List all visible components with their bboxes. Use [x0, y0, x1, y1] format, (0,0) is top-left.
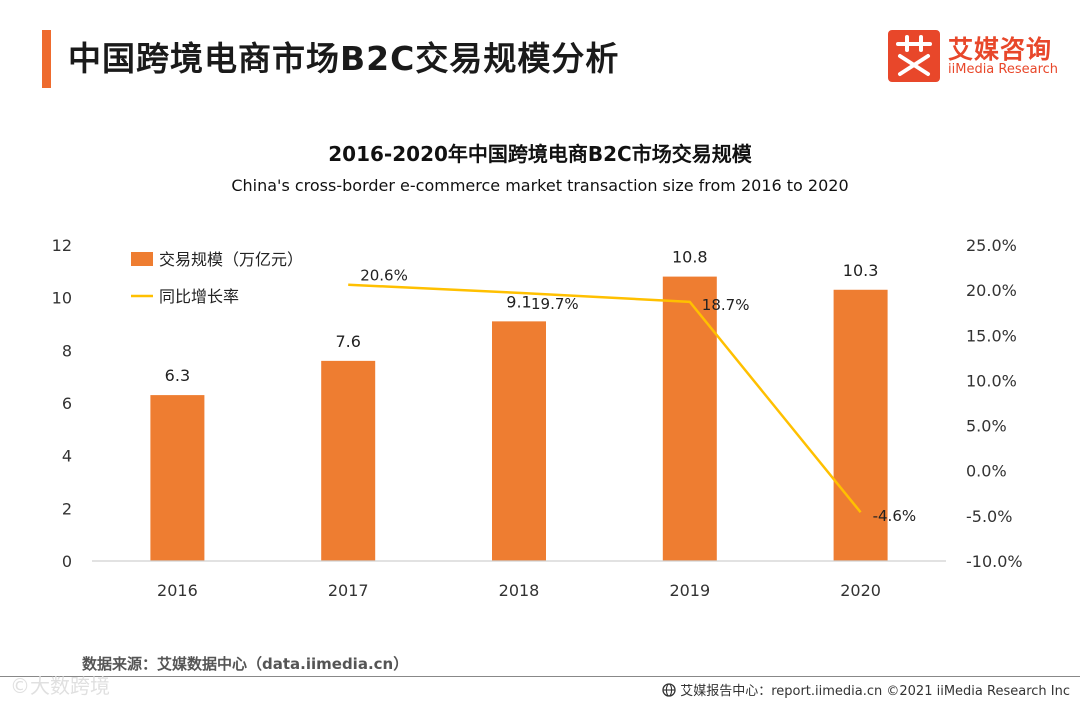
footer: 艾媒报告中心：report.iimedia.cn ©2021 iiMedia R…	[662, 680, 1070, 701]
bar	[492, 321, 546, 561]
bar	[150, 395, 205, 561]
line-data-label: 19.7%	[531, 295, 579, 313]
x-tick-label: 2019	[669, 581, 710, 600]
footer-text: 艾媒报告中心：report.iimedia.cn ©2021 iiMedia R…	[680, 684, 1070, 699]
y-left-tick-label: 0	[62, 552, 72, 571]
bar-data-label: 7.6	[335, 332, 360, 351]
y-left-tick-label: 10	[52, 289, 72, 308]
bar	[833, 289, 888, 561]
y-right-tick-label: 15.0%	[966, 326, 1017, 345]
bar-data-label: 10.8	[672, 248, 708, 267]
bar-data-label: 9.1	[506, 292, 531, 311]
bar-data-label: 6.3	[165, 366, 190, 385]
bar	[662, 276, 717, 561]
legend-swatch-bar	[131, 252, 153, 266]
globe-icon	[662, 682, 676, 701]
bar-data-label: 10.3	[843, 261, 879, 280]
x-tick-label: 2017	[328, 581, 369, 600]
footer-divider	[0, 676, 1080, 677]
y-right-tick-label: 10.0%	[966, 371, 1017, 390]
logo-text-en: iiMedia Research	[948, 62, 1059, 77]
logo-mark-icon	[888, 30, 940, 82]
y-left-tick-label: 8	[62, 341, 72, 360]
iimedia-logo: 艾媒咨询 iiMedia Research	[888, 30, 1068, 82]
legend-label-line: 同比增长率	[159, 287, 239, 306]
y-left-tick-label: 12	[52, 236, 72, 255]
line-data-label: 18.7%	[702, 296, 750, 314]
title-accent-bar	[42, 30, 51, 88]
y-left-tick-label: 6	[62, 394, 72, 413]
page-title: 中国跨境电商市场B2C交易规模分析	[68, 39, 620, 78]
y-left-tick-label: 2	[62, 499, 72, 518]
logo-text-cn: 艾媒咨询	[948, 35, 1053, 64]
y-right-tick-label: 20.0%	[966, 281, 1017, 300]
x-tick-label: 2018	[499, 581, 540, 600]
y-right-tick-label: 5.0%	[966, 417, 1007, 436]
legend-label-bar: 交易规模（万亿元）	[159, 250, 303, 269]
line-data-label: 20.6%	[360, 267, 408, 285]
y-right-tick-label: 0.0%	[966, 462, 1007, 481]
watermark: ©大数跨境	[10, 674, 110, 698]
y-right-tick-label: -10.0%	[966, 552, 1023, 571]
line-data-label: -4.6%	[873, 507, 917, 525]
chart-title: 2016-2020年中国跨境电商B2C市场交易规模	[328, 142, 752, 166]
y-right-tick-label: -5.0%	[966, 507, 1012, 526]
data-source: 数据来源：艾媒数据中心（data.iimedia.cn）	[82, 655, 409, 673]
bar	[321, 360, 376, 561]
y-right-tick-label: 25.0%	[966, 236, 1017, 255]
growth-rate-line	[348, 283, 862, 514]
x-tick-label: 2020	[840, 581, 881, 600]
x-tick-label: 2016	[157, 581, 198, 600]
y-left-tick-label: 4	[62, 447, 72, 466]
chart-subtitle: China's cross-border e-commerce market t…	[231, 176, 849, 195]
